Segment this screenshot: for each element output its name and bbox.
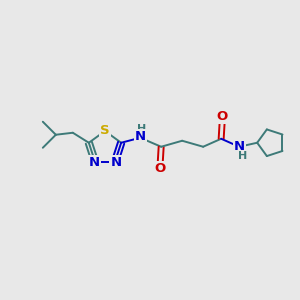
Text: H: H bbox=[136, 124, 146, 134]
Text: O: O bbox=[154, 162, 166, 175]
Text: S: S bbox=[100, 124, 110, 136]
Text: N: N bbox=[110, 156, 122, 169]
Text: O: O bbox=[217, 110, 228, 123]
Text: N: N bbox=[88, 156, 100, 169]
Text: N: N bbox=[234, 140, 245, 153]
Text: H: H bbox=[238, 151, 247, 161]
Text: N: N bbox=[135, 130, 146, 143]
